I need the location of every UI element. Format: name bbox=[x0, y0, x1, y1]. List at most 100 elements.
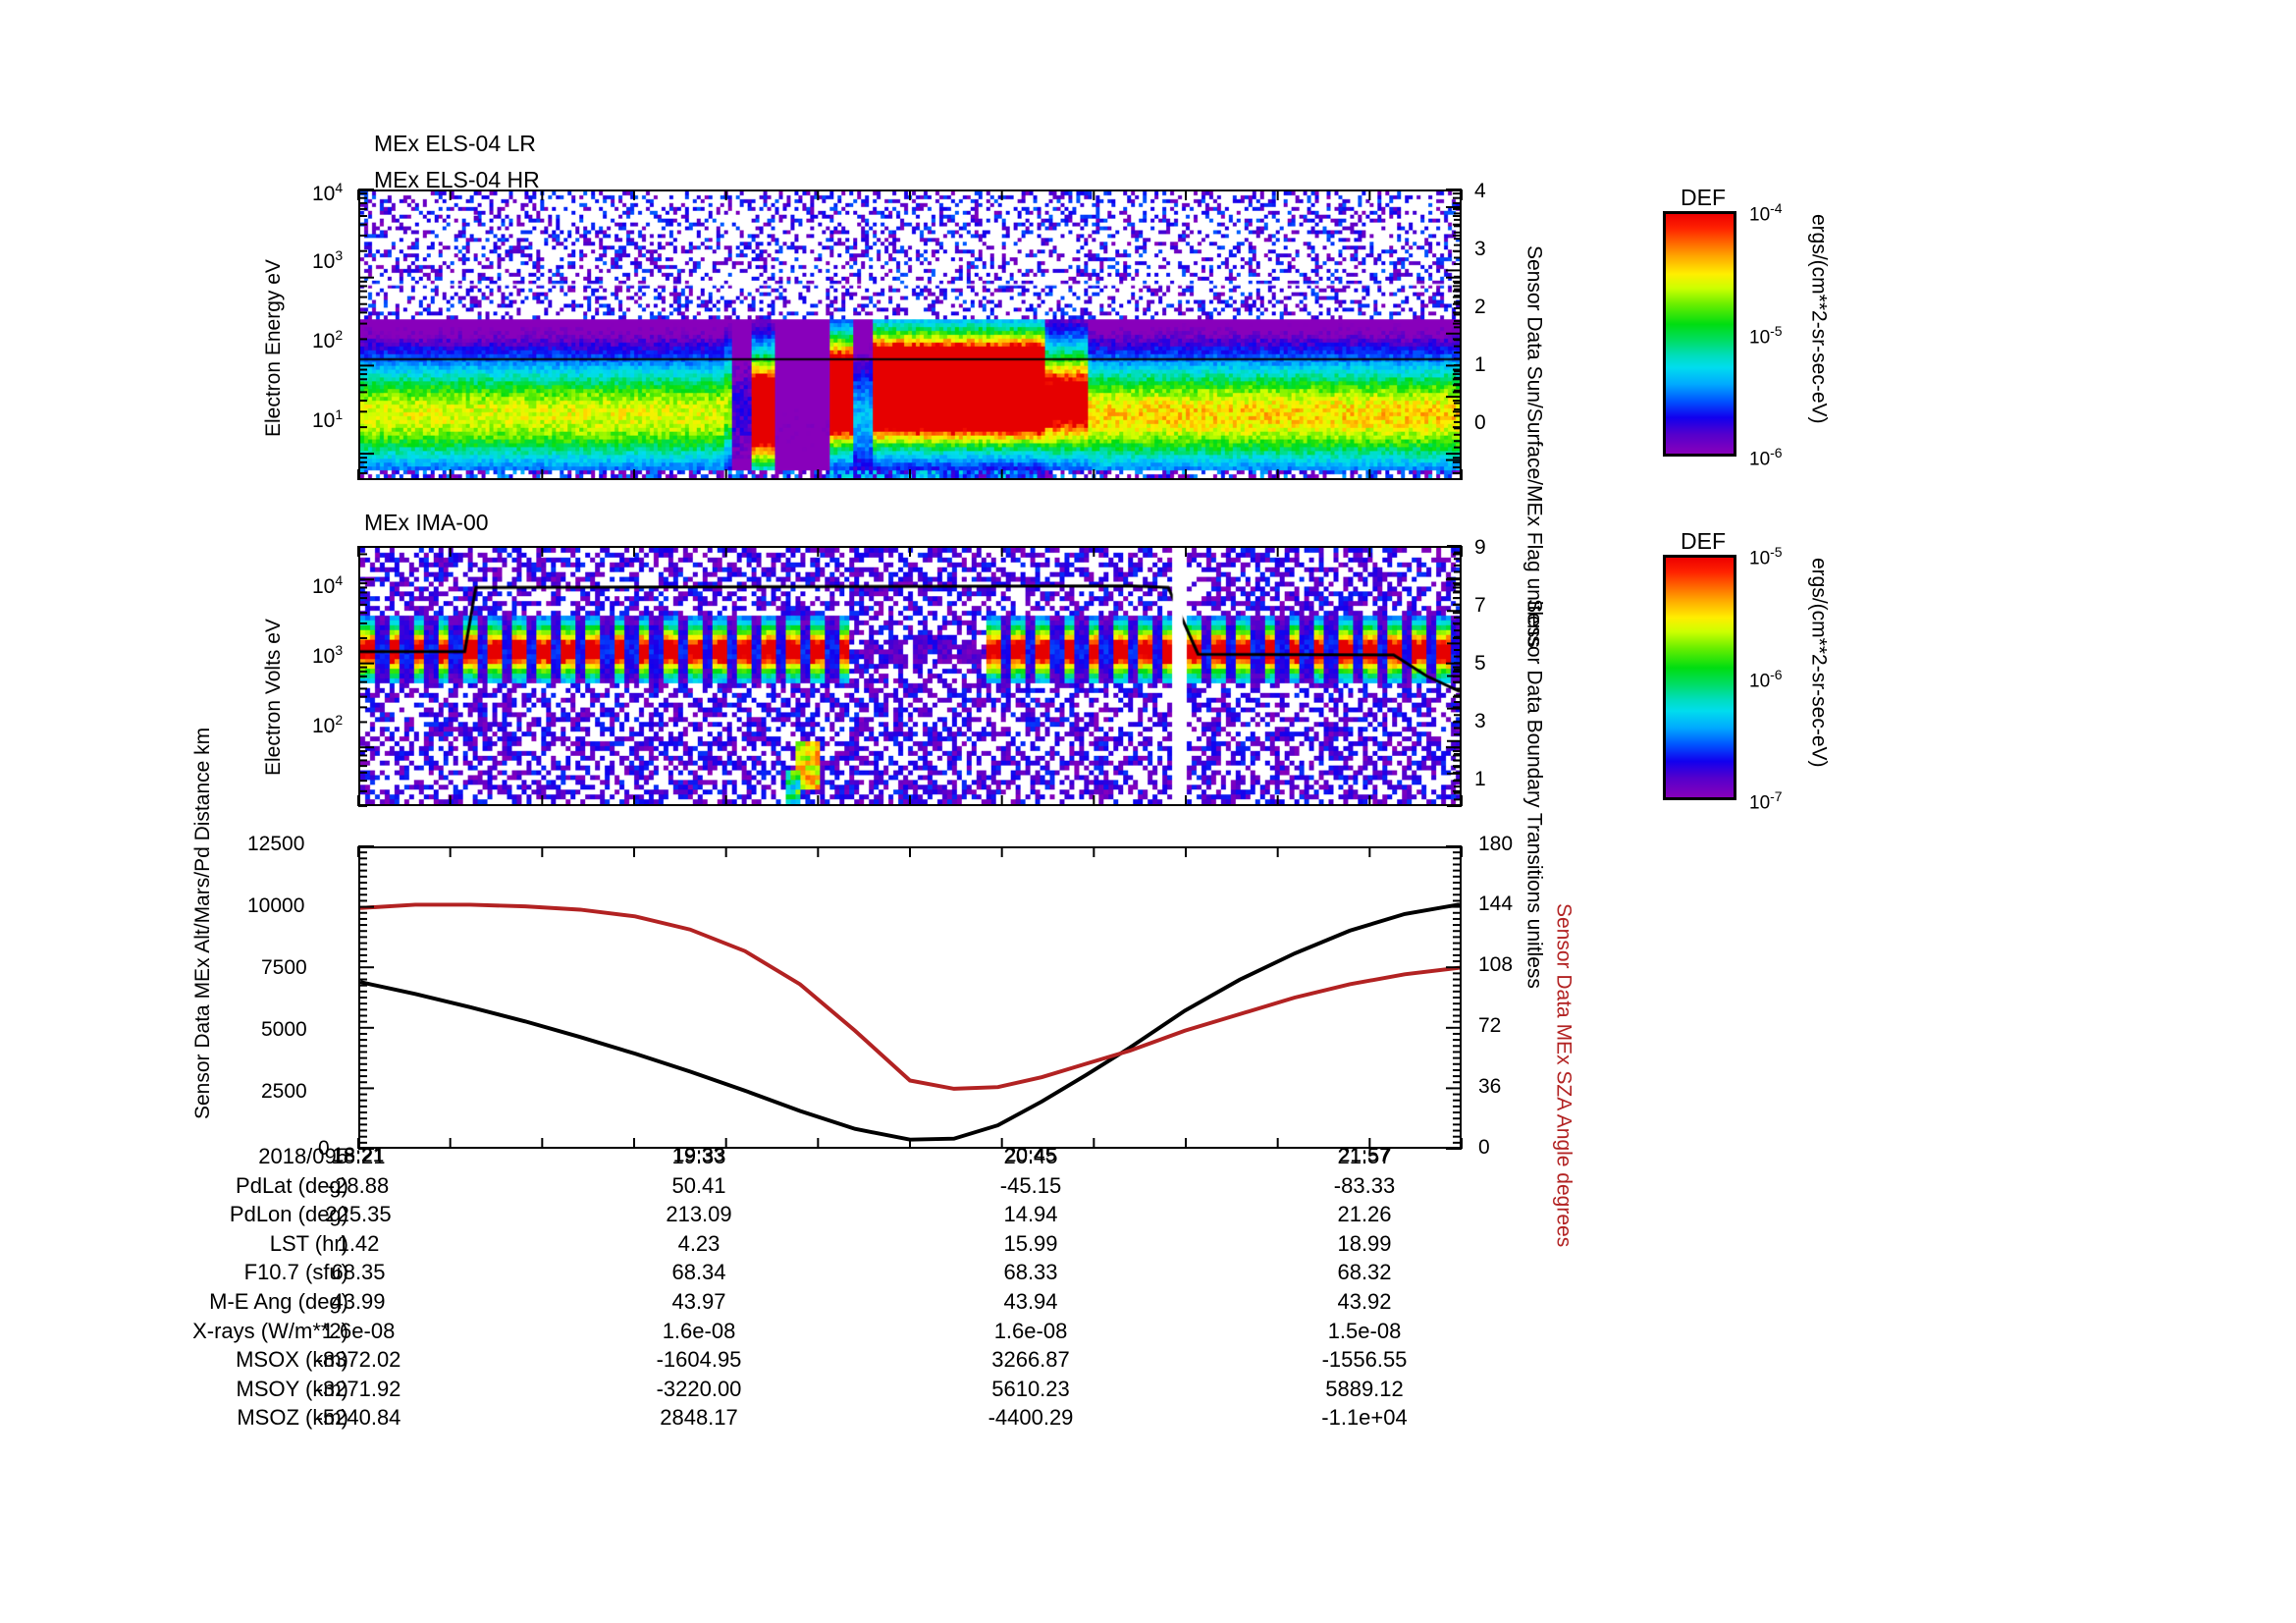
panel2-ytick2-5: 5 bbox=[1474, 652, 1486, 675]
table-cell: -5240.84 bbox=[315, 1405, 401, 1431]
table-cell: 5610.23 bbox=[991, 1376, 1070, 1401]
table-cell: 19:33 bbox=[671, 1144, 726, 1168]
time-axis-label: 21:57 bbox=[1338, 1144, 1391, 1166]
panel3-y2-axis-label: Sensor Data MEx SZA Angle degrees bbox=[1552, 903, 1575, 1248]
table-cell: 14.94 bbox=[1003, 1202, 1058, 1227]
panel3-ytick-0: 0 bbox=[318, 1137, 330, 1160]
table-cell: -1556.55 bbox=[1321, 1347, 1408, 1373]
table-cell: -4400.29 bbox=[988, 1405, 1074, 1431]
table-cell: 18.99 bbox=[1337, 1230, 1392, 1256]
colorbar1-title: DEF bbox=[1681, 185, 1726, 210]
panel1-ytick2-1: 1 bbox=[1474, 353, 1486, 376]
colorbar2-gradient bbox=[1666, 558, 1734, 797]
panel2-ytick2-7: 7 bbox=[1474, 594, 1486, 617]
panel3-ytick-2500: 2500 bbox=[261, 1080, 307, 1103]
panel2-spectrogram-canvas bbox=[360, 548, 1460, 804]
panel3-ytick-10000: 10000 bbox=[247, 894, 305, 917]
table-cell: 43.94 bbox=[1003, 1289, 1058, 1314]
table-cell: -45.15 bbox=[999, 1172, 1062, 1198]
table-row-label: LST (hr) bbox=[269, 1230, 348, 1256]
colorbar2-min-label: 10-7 bbox=[1749, 788, 1783, 814]
panel1-y2-axis-label: Sensor Data Sun/Surface/MEx Flag unitles… bbox=[1522, 245, 1546, 648]
table-row-label: 2018/095 bbox=[258, 1144, 348, 1168]
panel1-ytick-1e3: 103 bbox=[312, 247, 344, 273]
table-cell: 50.41 bbox=[671, 1172, 726, 1198]
colorbar1-max-label: 10-4 bbox=[1749, 200, 1783, 226]
panel2-y2-axis-label: Sensor Data Boundary Transitions unitles… bbox=[1522, 599, 1546, 989]
table-cell: 20:45 bbox=[1003, 1144, 1058, 1168]
table-cell: 213.09 bbox=[666, 1202, 732, 1227]
table-cell: 1.42 bbox=[337, 1230, 380, 1256]
table-cell: -8372.02 bbox=[315, 1347, 401, 1373]
table-cell: 43.99 bbox=[331, 1289, 386, 1314]
panel2-ytick-1e3: 103 bbox=[312, 642, 344, 668]
table-row-label: PdLat (deg) bbox=[236, 1172, 348, 1198]
colorbar2 bbox=[1663, 555, 1736, 800]
panel2-plot-area[interactable] bbox=[358, 546, 1462, 806]
time-axis-label: 18:21 bbox=[332, 1144, 385, 1166]
panel3-ytick2-144: 144 bbox=[1478, 893, 1514, 915]
panel3-ytick2-108: 108 bbox=[1478, 953, 1514, 976]
panel3-ytick2-36: 36 bbox=[1478, 1075, 1502, 1098]
panel1-ytick-1e2: 102 bbox=[312, 327, 344, 352]
panel3-ytick2-0: 0 bbox=[1478, 1136, 1490, 1159]
table-cell: 68.32 bbox=[1337, 1260, 1392, 1285]
table-cell: 5889.12 bbox=[1325, 1376, 1404, 1401]
table-cell: -3220.00 bbox=[656, 1376, 742, 1401]
table-cell: 21:57 bbox=[1337, 1144, 1392, 1168]
table-cell: -28.88 bbox=[327, 1172, 390, 1198]
colorbar1 bbox=[1663, 211, 1736, 457]
table-cell: 21.26 bbox=[1337, 1202, 1392, 1227]
colorbar2-unit-label: ergs/(cm**2-sr-sec-eV) bbox=[1807, 558, 1831, 768]
sza-curve bbox=[360, 902, 1460, 1091]
panel1-plot-area[interactable] bbox=[358, 189, 1462, 480]
table-cell: -1.1e+04 bbox=[1321, 1405, 1408, 1431]
panel2-ytick2-1: 1 bbox=[1474, 768, 1486, 790]
table-row-label: MSOZ (km) bbox=[237, 1405, 348, 1431]
table-row-label: F10.7 (sfu) bbox=[243, 1260, 348, 1285]
panel1-title-lr: MEx ELS-04 LR bbox=[374, 131, 536, 156]
panel1-y-axis-label: Electron Energy eV bbox=[262, 259, 285, 438]
table-cell: 43.97 bbox=[671, 1289, 726, 1314]
table-row-label: M-E Ang (deg) bbox=[209, 1289, 348, 1314]
panel3-plot-area[interactable] bbox=[358, 846, 1462, 1149]
table-row-label: X-rays (W/m**2) bbox=[192, 1318, 348, 1343]
table-cell: -83.33 bbox=[1333, 1172, 1396, 1198]
panel3-ytick-12500: 12500 bbox=[247, 833, 305, 855]
panel2-title: MEx IMA-00 bbox=[364, 510, 489, 535]
colorbar2-max-label: 10-5 bbox=[1749, 544, 1783, 569]
table-cell: 43.92 bbox=[1337, 1289, 1392, 1314]
panel1-ytick2-0: 0 bbox=[1474, 411, 1486, 434]
panel1-spectrogram-canvas bbox=[360, 191, 1460, 478]
panel3-ytick-5000: 5000 bbox=[261, 1018, 307, 1041]
table-cell: 225.35 bbox=[325, 1202, 392, 1227]
table-cell: 15.99 bbox=[1003, 1230, 1058, 1256]
altitude-curve bbox=[360, 902, 1460, 1142]
panel2-ytick2-9: 9 bbox=[1474, 536, 1486, 559]
panel2-ytick-1e4: 104 bbox=[312, 572, 344, 598]
colorbar2-mid-label: 10-6 bbox=[1749, 667, 1783, 692]
table-cell: -1604.95 bbox=[656, 1347, 742, 1373]
panel1-ytick-1e1: 101 bbox=[312, 406, 344, 432]
panel3-curves-svg bbox=[360, 902, 1460, 1142]
table-cell: 3266.87 bbox=[991, 1347, 1070, 1373]
panel3-ytick-7500: 7500 bbox=[261, 956, 307, 979]
panel2-ytick-1e2: 102 bbox=[312, 712, 344, 737]
table-cell: 2848.17 bbox=[660, 1405, 738, 1431]
table-cell: 68.33 bbox=[1003, 1260, 1058, 1285]
table-cell: 68.35 bbox=[331, 1260, 386, 1285]
colorbar1-gradient bbox=[1666, 214, 1734, 454]
table-cell: 1.5e-08 bbox=[1327, 1318, 1402, 1343]
panel3-ytick2-180: 180 bbox=[1478, 833, 1514, 855]
colorbar2-title: DEF bbox=[1681, 528, 1726, 554]
table-cell: 1.6e-08 bbox=[321, 1318, 396, 1343]
table-cell: 68.34 bbox=[671, 1260, 726, 1285]
colorbar1-min-label: 10-6 bbox=[1749, 445, 1783, 470]
colorbar1-unit-label: ergs/(cm**2-sr-sec-eV) bbox=[1807, 214, 1831, 424]
panel1-ytick2-4: 4 bbox=[1474, 180, 1486, 202]
panel2-ytick2-3: 3 bbox=[1474, 710, 1486, 732]
table-cell: 1.6e-08 bbox=[662, 1318, 736, 1343]
panel3-ytick2-72: 72 bbox=[1478, 1014, 1502, 1037]
table-row-label: MSOY (km) bbox=[236, 1376, 348, 1401]
table-cell: 4.23 bbox=[677, 1230, 721, 1256]
